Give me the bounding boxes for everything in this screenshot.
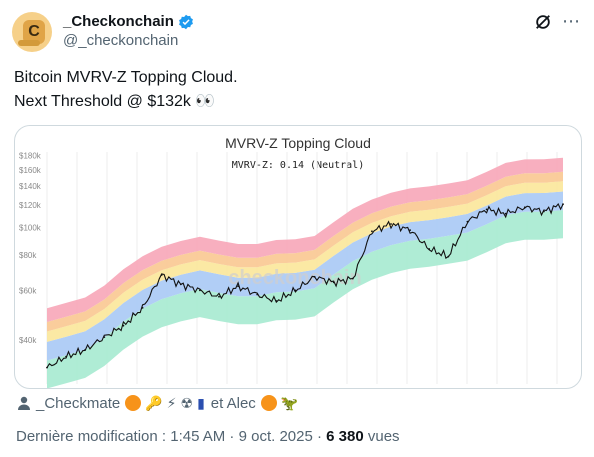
price-point bbox=[332, 281, 335, 284]
price-line bbox=[46, 202, 564, 368]
price-point bbox=[141, 307, 144, 309]
chart-title: MVRV-Z Topping Cloud bbox=[225, 135, 371, 151]
grok-icon[interactable] bbox=[534, 13, 552, 31]
price-point bbox=[351, 277, 354, 280]
price-point bbox=[65, 355, 67, 358]
tweet-header: C _Checkonchain @_checkonchain ⋯ bbox=[12, 10, 582, 58]
author-name-row[interactable]: _Checkonchain bbox=[63, 13, 194, 30]
chart-image: MVRV-Z Topping Cloud MVRV-Z: 0.14 (Neutr… bbox=[19, 135, 564, 388]
community-name[interactable]: _Checkmate bbox=[36, 394, 121, 412]
price-point bbox=[256, 293, 259, 296]
y-tick-label: $100k bbox=[19, 224, 42, 233]
y-tick-label: $160k bbox=[19, 166, 42, 175]
y-tick-label: $180k bbox=[19, 151, 42, 160]
chart-watermark: checkonchain bbox=[228, 267, 361, 289]
last-modified[interactable]: Dernière modification : 1:45 AM · 9 oct.… bbox=[16, 428, 327, 445]
bitcoin-orange-icon-2 bbox=[260, 395, 277, 411]
radioactive-icon: ☢ bbox=[180, 394, 194, 411]
tweet-line-1: Bitcoin MVRV-Z Topping Cloud. bbox=[14, 69, 238, 86]
price-point bbox=[313, 275, 316, 278]
more-icon[interactable]: ⋯ bbox=[562, 11, 581, 31]
band-orange bbox=[47, 171, 563, 332]
media-card[interactable]: MVRV-Z Topping Cloud MVRV-Z: 0.14 (Neutr… bbox=[14, 125, 582, 389]
band-green bbox=[47, 210, 563, 388]
price-point bbox=[428, 248, 431, 250]
avatar[interactable]: C bbox=[12, 12, 52, 52]
price-point bbox=[160, 274, 163, 276]
community-row[interactable]: _Checkmate 🔑 ⚡ ☢ ▮ et Alec 🦖 bbox=[16, 392, 298, 414]
price-point bbox=[199, 289, 201, 292]
y-axis-ticks: $40k $60k $80k $100k $120k $140k $160k $180k bbox=[19, 151, 42, 345]
price-point bbox=[504, 212, 507, 215]
eyes-emoji-icon: 👀 bbox=[195, 93, 216, 110]
price-point bbox=[466, 220, 469, 223]
chart-subtitle: MVRV-Z: 0.14 (Neutral) bbox=[232, 160, 364, 171]
barrel-icon: ▮ bbox=[197, 394, 205, 411]
price-point bbox=[390, 223, 392, 225]
views-count: 6 380 bbox=[326, 428, 364, 445]
price-point bbox=[275, 300, 278, 302]
views-label: vues bbox=[363, 428, 400, 445]
y-tick-label: $80k bbox=[19, 251, 37, 260]
verified-badge-icon bbox=[178, 14, 193, 29]
band-blue bbox=[47, 191, 563, 361]
tweet-meta: Dernière modification : 1:45 AM · 9 oct.… bbox=[16, 428, 400, 445]
person-icon bbox=[18, 396, 30, 410]
y-tick-label: $120k bbox=[19, 201, 42, 210]
tweet-line-2: Next Threshold @ $132k 👀 bbox=[14, 90, 574, 114]
y-tick-label: $40k bbox=[19, 336, 37, 345]
price-point bbox=[84, 348, 87, 351]
connector-text: et Alec bbox=[210, 394, 256, 412]
author-display-name[interactable]: _Checkonchain bbox=[63, 13, 174, 30]
tweet-text: Bitcoin MVRV-Z Topping Cloud. Next Thres… bbox=[14, 66, 574, 114]
lightning-icon: ⚡ bbox=[166, 394, 177, 411]
author-handle[interactable]: @_checkonchain bbox=[63, 32, 179, 49]
price-point bbox=[485, 208, 488, 211]
price-point bbox=[218, 295, 220, 298]
y-tick-label: $140k bbox=[19, 182, 42, 191]
price-point bbox=[371, 230, 373, 233]
band-red bbox=[47, 157, 563, 322]
price-point bbox=[179, 283, 182, 286]
price-point bbox=[562, 203, 564, 206]
chart-bands bbox=[47, 157, 563, 388]
price-point bbox=[122, 324, 125, 327]
price-series bbox=[46, 202, 564, 369]
price-point bbox=[523, 206, 526, 209]
band-yellow bbox=[47, 181, 563, 342]
price-point bbox=[409, 229, 411, 231]
key-icon: 🔑 bbox=[145, 394, 163, 411]
price-point bbox=[103, 336, 106, 338]
avatar-decoration bbox=[18, 40, 40, 46]
price-point bbox=[46, 366, 48, 369]
y-tick-label: $60k bbox=[19, 286, 37, 295]
avatar-logo: C bbox=[23, 20, 45, 44]
dinosaur-icon: 🦖 bbox=[280, 394, 299, 411]
price-point bbox=[543, 210, 545, 213]
tweet-line-2-text: Next Threshold @ $132k bbox=[14, 93, 191, 110]
price-point bbox=[237, 285, 240, 288]
price-point bbox=[447, 255, 450, 258]
price-point bbox=[294, 289, 297, 292]
bitcoin-orange-icon bbox=[125, 395, 142, 411]
